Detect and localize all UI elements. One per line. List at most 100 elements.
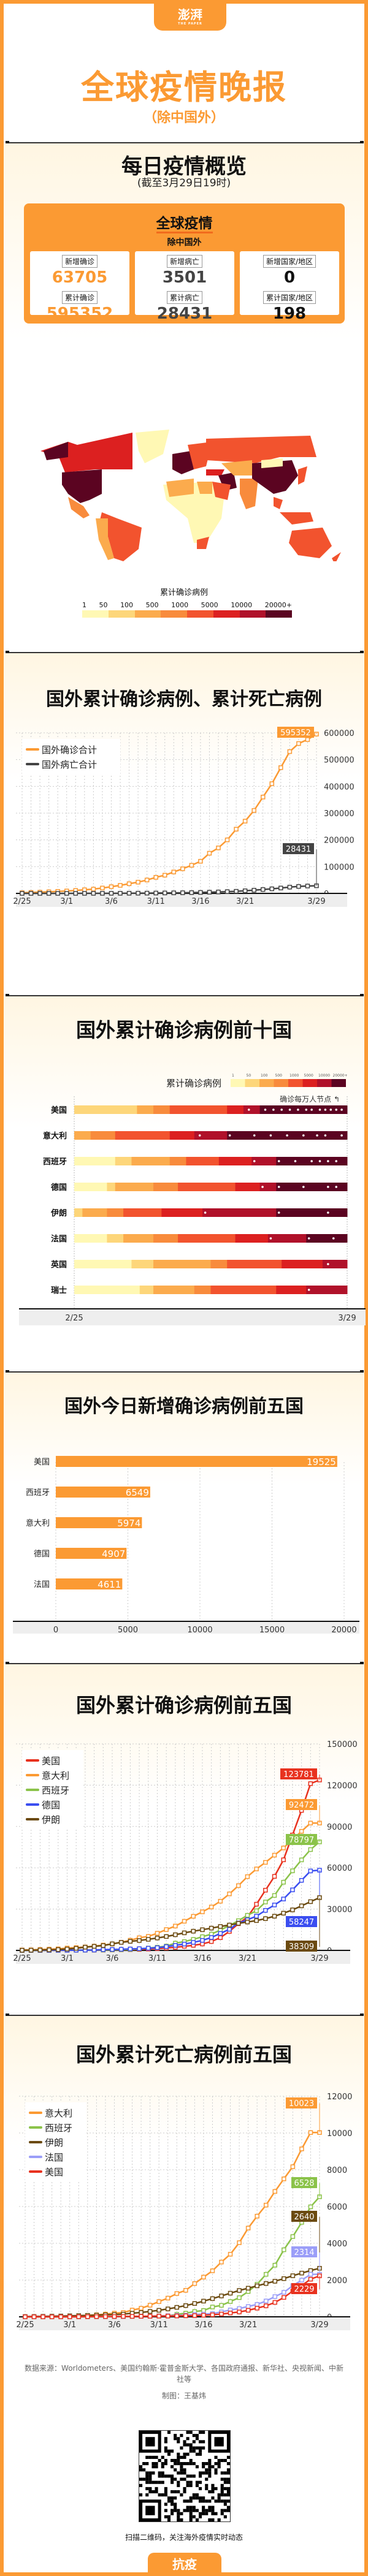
svg-text:国外病亡合计: 国外病亡合计 — [42, 759, 97, 770]
svg-text:意大利: 意大利 — [43, 1131, 67, 1141]
new-cases-section — [4, 1373, 364, 1654]
svg-text:1000: 1000 — [289, 1074, 299, 1078]
stat-label: 累计国家/地区 — [263, 291, 316, 304]
svg-text:3/21: 3/21 — [239, 1954, 256, 1963]
svg-text:78797: 78797 — [289, 1836, 314, 1845]
svg-text:瑞士: 瑞士 — [51, 1286, 67, 1295]
svg-text:意大利: 意大利 — [42, 1770, 69, 1781]
svg-text:58247: 58247 — [289, 1918, 314, 1927]
svg-text:500: 500 — [275, 1074, 283, 1078]
svg-text:美国: 美国 — [51, 1105, 67, 1115]
chart-title-top10: 国外累计确诊病例前十国 — [75, 1018, 292, 1042]
stat-value: 198 — [272, 305, 307, 323]
legend-swatch — [187, 610, 213, 618]
svg-text:120000: 120000 — [327, 1781, 358, 1790]
svg-text:28431: 28431 — [286, 845, 311, 854]
chart-title-top5-deaths: 国外累计死亡病例前五国 — [75, 2043, 292, 2066]
svg-text:德国: 德国 — [34, 1550, 50, 1559]
svg-text:3/1: 3/1 — [61, 1954, 74, 1963]
svg-text:美国: 美国 — [42, 1756, 60, 1767]
svg-text:4907: 4907 — [102, 1548, 125, 1559]
svg-text:0: 0 — [53, 1626, 58, 1634]
svg-text:3/21: 3/21 — [239, 2320, 257, 2330]
svg-text:3/29: 3/29 — [310, 2320, 328, 2330]
svg-text:100000: 100000 — [324, 863, 355, 872]
svg-text:8000: 8000 — [327, 2166, 347, 2175]
world-map — [10, 408, 356, 564]
svg-text:50: 50 — [247, 1074, 251, 1078]
svg-text:法国: 法国 — [51, 1234, 67, 1244]
top5-cases-line-chart: 03000060000900001200001500002/253/13/63/… — [13, 1740, 358, 1964]
svg-text:595352: 595352 — [280, 729, 311, 738]
svg-text:10000: 10000 — [318, 1074, 330, 1078]
svg-text:15000: 15000 — [259, 1626, 285, 1634]
qr-code[interactable] — [139, 2430, 231, 2522]
new-cases-bar-chart: 美国 19525 西班牙 6549 意大利 5974 德国 4907 法国 4611 0 5000 10… — [13, 1456, 359, 1634]
svg-text:92472: 92472 — [289, 1801, 314, 1810]
chart-title-top5-cases: 国外累计确诊病例前五国 — [75, 1694, 292, 1717]
svg-text:3/6: 3/6 — [106, 1954, 119, 1963]
svg-text:3/21: 3/21 — [236, 897, 254, 906]
svg-text:20000+: 20000+ — [333, 1074, 348, 1078]
map-legend-title: 累计确诊病例 — [159, 588, 208, 597]
svg-text:伊朗: 伊朗 — [42, 1814, 60, 1825]
stats-subtitle: 除中国外 — [167, 238, 202, 248]
legend-label: 500 — [145, 601, 159, 609]
svg-text:2/25: 2/25 — [13, 1954, 31, 1963]
legend-swatch — [266, 610, 292, 618]
svg-text:500000: 500000 — [324, 756, 355, 765]
svg-text:5000: 5000 — [118, 1626, 138, 1634]
map-legend: 1 50 100 500 1000 5000 10000 20000+ — [82, 601, 292, 618]
svg-text:3/16: 3/16 — [193, 1954, 211, 1963]
svg-text:美国: 美国 — [34, 1458, 50, 1467]
svg-text:3/11: 3/11 — [148, 1954, 166, 1963]
overview-date: (截至3月29日19时) — [137, 177, 231, 189]
svg-text:3/29: 3/29 — [307, 897, 325, 906]
svg-text:3/16: 3/16 — [194, 2320, 212, 2330]
svg-text:3/6: 3/6 — [105, 897, 118, 906]
svg-text:10000: 10000 — [187, 1626, 212, 1634]
stat-label: 新增国家/地区 — [263, 255, 316, 268]
legend-label: 50 — [99, 601, 108, 609]
section-divider — [6, 141, 364, 145]
legend-label: 1000 — [171, 601, 189, 609]
svg-text:意大利: 意大利 — [26, 1518, 50, 1528]
legend-swatch — [134, 610, 161, 618]
data-source-text: 数据来源：Worldometers、美国约翰斯·霍普金斯大学、各国政府通报、新华… — [25, 2364, 343, 2384]
page-title: 全球疫情晚报 — [81, 68, 287, 107]
brand-logo: 澎湃 THE PAPER — [154, 4, 226, 31]
svg-text:3/1: 3/1 — [60, 897, 73, 906]
svg-text:3/29: 3/29 — [310, 1954, 328, 1963]
top5-deaths-line-chart: 0200040006000800010000120002/253/13/63/1… — [16, 2093, 352, 2330]
world-map-icon — [40, 430, 341, 564]
svg-text:6528: 6528 — [294, 2179, 314, 2188]
svg-text:10023: 10023 — [289, 2099, 314, 2108]
svg-text:西班牙: 西班牙 — [43, 1157, 67, 1167]
legend-swatch — [213, 610, 240, 618]
top10-heatmap-chart: 累计确诊病例 1 50 100 500 1000 5000 10000 20000+ 确诊每万人节… — [19, 1074, 366, 1325]
bottom-tab: 抗疫 — [148, 2553, 221, 2576]
legend-label: 100 — [120, 601, 134, 609]
svg-text:德国: 德国 — [42, 1800, 60, 1811]
svg-text:2/25: 2/25 — [65, 1314, 83, 1323]
svg-text:西班牙: 西班牙 — [42, 1785, 69, 1796]
svg-text:6000: 6000 — [327, 2203, 347, 2212]
legend-label: 5000 — [201, 601, 218, 609]
svg-text:3/11: 3/11 — [150, 2320, 168, 2330]
svg-text:法国: 法国 — [45, 2152, 63, 2163]
svg-text:19525: 19525 — [307, 1457, 336, 1468]
stat-value: 0 — [283, 268, 296, 287]
svg-text:2/25: 2/25 — [16, 2320, 34, 2330]
stat-value: 28431 — [156, 305, 213, 323]
svg-text:30000: 30000 — [327, 1906, 352, 1915]
svg-text:3/1: 3/1 — [63, 2320, 76, 2330]
stat-card: 新增国家/地区 0 累计国家/地区 198 — [240, 251, 339, 323]
svg-text:5974: 5974 — [117, 1518, 140, 1529]
stat-label: 新增确诊 — [61, 255, 98, 268]
logo-subtext: THE PAPER — [178, 22, 202, 26]
svg-text:2000: 2000 — [327, 2276, 347, 2286]
svg-text:法国: 法国 — [34, 1580, 50, 1589]
legend-label: 10000 — [231, 601, 253, 609]
author-credit: 制图：王基炜 — [161, 2392, 206, 2400]
stat-value: 595352 — [46, 305, 113, 323]
